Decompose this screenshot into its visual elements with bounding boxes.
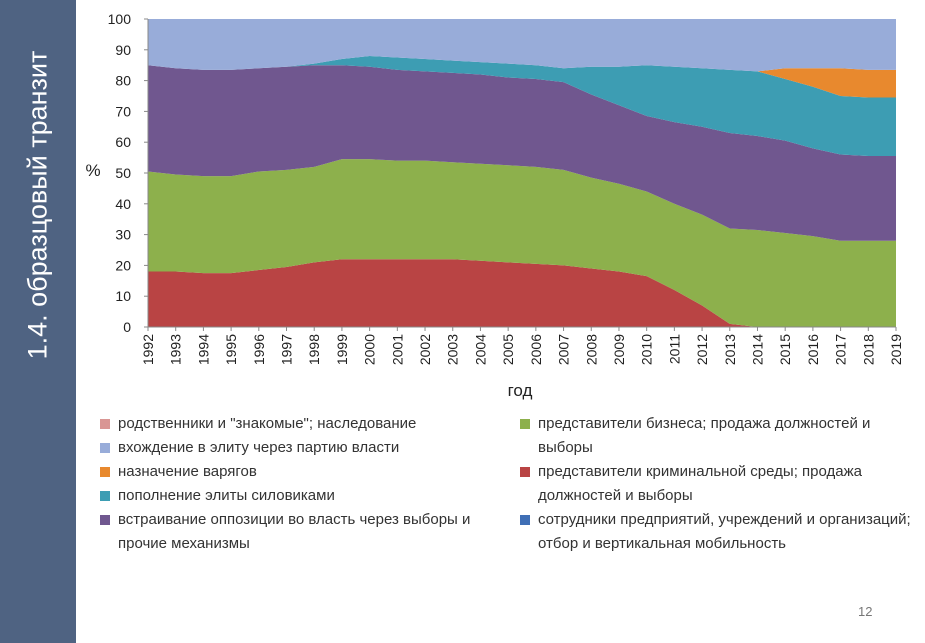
y-tick-label: 80 — [115, 73, 131, 89]
area — [148, 259, 896, 327]
x-tick-label: 1998 — [306, 334, 322, 365]
legend-item: вхождение в элиту через партию власти — [100, 436, 490, 460]
x-tick-label: 1997 — [279, 334, 295, 365]
x-tick-label: 2005 — [500, 334, 516, 365]
legend-item: представители криминальной среды; продаж… — [520, 460, 920, 508]
x-tick-label: 2000 — [362, 334, 378, 365]
legend-item: представители бизнеса; продажа должносте… — [520, 412, 920, 460]
sidebar: 1.4. образцовый транзит — [0, 0, 76, 643]
x-tick-label: 2013 — [722, 334, 738, 365]
legend-label: встраивание оппозиции во власть через вы… — [118, 511, 471, 552]
legend-item: родственники и "знакомые"; наследование — [100, 412, 490, 436]
legend-item: пополнение элиты силовиками — [100, 484, 490, 508]
legend-swatch — [100, 491, 110, 501]
legend-label: вхождение в элиту через партию власти — [118, 439, 400, 456]
x-tick-label: 1994 — [195, 334, 211, 365]
y-tick-label: 70 — [115, 103, 131, 119]
x-tick-label: 2009 — [611, 334, 627, 365]
x-tick-label: 2008 — [583, 334, 599, 365]
legend-swatch — [100, 515, 110, 525]
area — [148, 55, 896, 157]
x-tick-label: 1996 — [251, 334, 267, 365]
legend-swatch — [520, 515, 530, 525]
x-tick-label: 2001 — [389, 334, 405, 365]
x-tick-label: 2003 — [445, 334, 461, 365]
x-tick-label: 2015 — [777, 334, 793, 365]
area — [148, 65, 896, 241]
area — [148, 159, 896, 327]
y-tick-label: 20 — [115, 257, 131, 273]
y-tick-label: 50 — [115, 165, 131, 181]
y-axis-label: % — [85, 161, 100, 180]
legend-swatch — [520, 419, 530, 429]
y-tick-label: 0 — [123, 319, 131, 335]
legend-label: назначение варягов — [118, 463, 257, 480]
legend-swatch — [100, 467, 110, 477]
y-tick-label: 60 — [115, 134, 131, 150]
y-tick-label: 10 — [115, 288, 131, 304]
legend-item: встраивание оппозиции во власть через вы… — [100, 508, 490, 556]
x-tick-label: 2010 — [639, 334, 655, 365]
legend-label: пополнение элиты силовиками — [118, 487, 335, 504]
x-tick-label: 2007 — [556, 334, 572, 365]
legend-label: сотрудники предприятий, учреждений и орг… — [538, 511, 911, 552]
legend-label: представители бизнеса; продажа должносте… — [538, 415, 871, 456]
legend-label: представители криминальной среды; продаж… — [538, 463, 862, 504]
x-tick-label: 2006 — [528, 334, 544, 365]
legend-item: назначение варягов — [100, 460, 490, 484]
legend-item: сотрудники предприятий, учреждений и орг… — [520, 508, 925, 556]
x-tick-label: 1999 — [334, 334, 350, 365]
legend-swatch — [520, 467, 530, 477]
legend-label: родственники и "знакомые"; наследование — [118, 415, 417, 432]
y-tick-label: 40 — [115, 196, 131, 212]
x-tick-label: 2011 — [666, 334, 682, 364]
x-tick-label: 2018 — [860, 334, 876, 365]
x-tick-label: 2017 — [833, 334, 849, 365]
x-tick-label: 2004 — [472, 334, 488, 365]
x-tick-label: 2012 — [694, 334, 710, 365]
x-tick-label: 2016 — [805, 334, 821, 365]
x-tick-label: 1995 — [223, 334, 239, 365]
x-tick-label: 2002 — [417, 334, 433, 365]
x-tick-label: 2019 — [888, 334, 904, 365]
x-axis-label: год — [508, 381, 533, 400]
x-tick-label: 1992 — [140, 334, 156, 365]
y-tick-label: 90 — [115, 42, 131, 58]
y-tick-label: 30 — [115, 227, 131, 243]
x-tick-label: 2014 — [749, 334, 765, 365]
y-tick-label: 100 — [108, 11, 132, 27]
page-number: 12 — [858, 604, 873, 619]
legend-swatch — [100, 419, 110, 429]
area — [148, 19, 896, 72]
legend-swatch — [100, 443, 110, 453]
x-tick-label: 1993 — [168, 334, 184, 365]
